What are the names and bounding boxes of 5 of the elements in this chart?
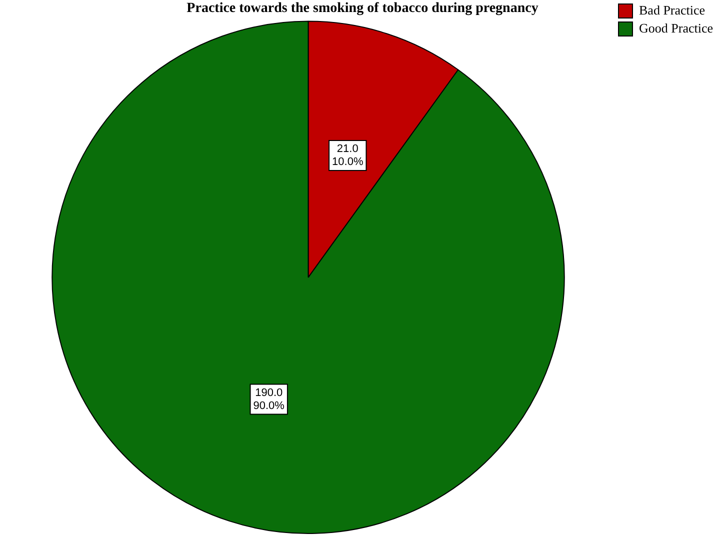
data-label: 190.0 90.0% xyxy=(253,386,285,412)
legend-label: Bad Practice xyxy=(639,2,706,18)
chart-title: Practice towards the smoking of tobacco during pregnancy xyxy=(186,1,538,16)
data-label: 21.0 10.0% xyxy=(332,143,364,168)
legend-label: Good Practice xyxy=(639,20,714,36)
